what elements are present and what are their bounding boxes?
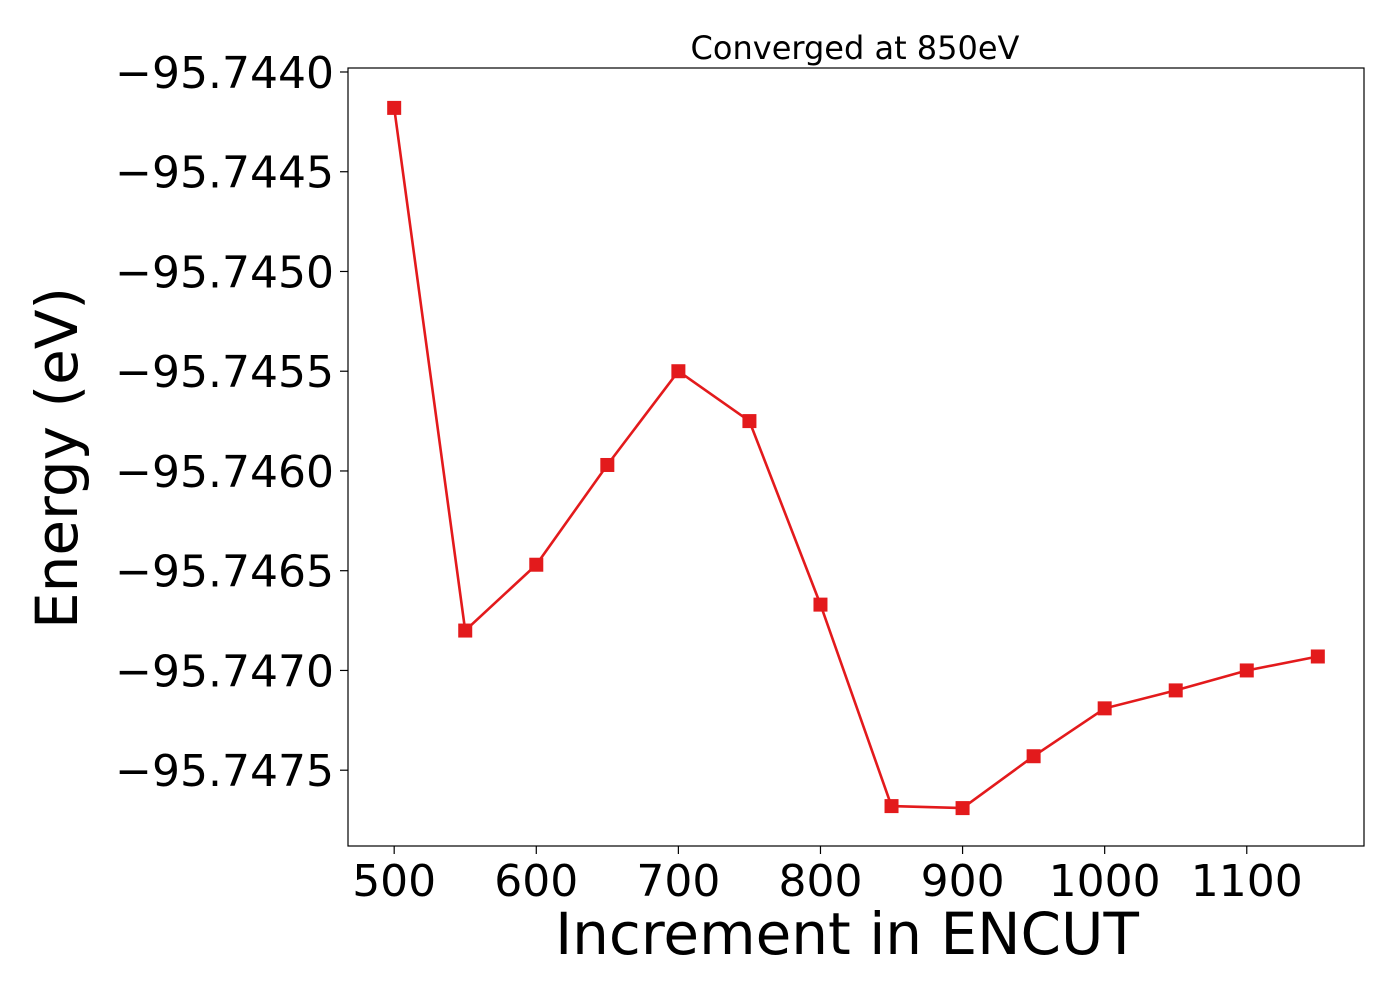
x-tick-label: 900 [921, 856, 1005, 907]
y-tick-label: −95.7460 [115, 447, 334, 498]
data-point-marker [884, 799, 899, 814]
y-tick-label: −95.7440 [115, 48, 334, 99]
data-point-marker [1168, 683, 1183, 698]
data-point-marker [458, 623, 473, 638]
y-tick-label: −95.7470 [115, 646, 334, 697]
data-point-marker [955, 801, 970, 816]
data-point-marker [387, 100, 402, 115]
x-tick-label: 700 [636, 856, 720, 907]
x-axis-ticks: 500 600 700 800 900 1000 1100 [352, 846, 1303, 907]
data-point-marker [600, 457, 615, 472]
series-line [392, 107, 1319, 810]
plot-frame [347, 67, 1365, 847]
y-tick-label: −95.7465 [115, 547, 334, 598]
data-point-marker [529, 557, 544, 572]
y-tick-label: −95.7445 [115, 148, 334, 199]
x-tick-label: 1100 [1191, 856, 1303, 907]
data-point-marker [1310, 649, 1325, 664]
x-tick-label: 500 [352, 856, 436, 907]
y-tick-label: −95.7450 [115, 247, 334, 298]
series-markers [387, 100, 1325, 816]
y-axis-ticks: −95.7440 −95.7445 −95.7450 −95.7455 −95.7460… [115, 48, 348, 797]
data-point-marker [671, 364, 686, 379]
x-tick-label: 800 [778, 856, 862, 907]
x-tick-label: 600 [494, 856, 578, 907]
y-tick-label: −95.7455 [115, 347, 334, 398]
x-axis-label: Increment in ENCUT [555, 900, 1139, 968]
data-point-marker [813, 597, 828, 612]
data-point-marker [1026, 749, 1041, 764]
data-point-marker [1239, 663, 1254, 678]
y-axis-label: Energy (eV) [23, 287, 91, 629]
chart-title: Converged at 850eV [691, 29, 1020, 67]
x-tick-label: 1000 [1049, 856, 1161, 907]
data-point-marker [1097, 701, 1112, 716]
data-point-marker [742, 414, 757, 429]
y-tick-label: −95.7475 [115, 746, 334, 797]
